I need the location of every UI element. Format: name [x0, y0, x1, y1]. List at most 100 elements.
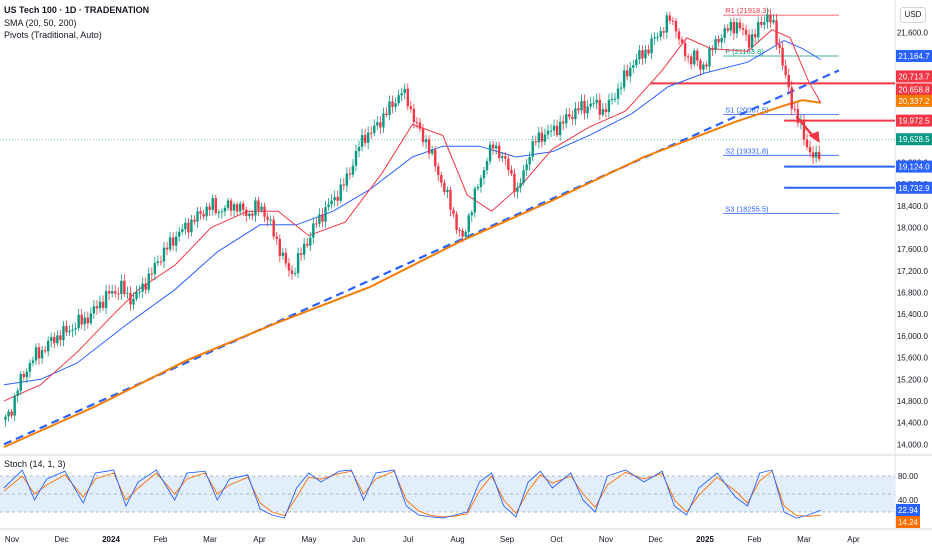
- candle-body: [793, 108, 797, 110]
- candle-body: [229, 200, 233, 211]
- candle-body: [232, 204, 236, 211]
- candle-body: [577, 108, 580, 111]
- stoch-legend[interactable]: Stoch (14, 1, 3): [4, 459, 66, 469]
- price-label: 20,337.2: [898, 97, 930, 106]
- candle-body: [37, 347, 41, 359]
- candle-body: [397, 95, 400, 104]
- candle-body: [28, 362, 32, 372]
- time-axis[interactable]: Nov Dec 2024 Feb Mar Apr May Jun Jul Aug Sep Oct Nov…: [5, 535, 860, 544]
- candle-body: [705, 64, 708, 67]
- candle-body: [610, 99, 614, 101]
- candle-body: [336, 196, 339, 201]
- candle-body: [156, 261, 160, 264]
- price-label-bg: [896, 83, 932, 96]
- candle-body: [680, 39, 684, 43]
- candle-body: [741, 28, 745, 30]
- candle-body: [485, 161, 489, 171]
- time-tick-label: Sep: [500, 535, 515, 544]
- stoch-tick-label: 80.00: [898, 472, 919, 481]
- candle-body: [339, 184, 342, 201]
- candle-body: [217, 212, 221, 214]
- candle-body: [470, 212, 473, 216]
- candle-body: [473, 188, 477, 213]
- candle-body: [92, 306, 96, 314]
- candle-body: [385, 113, 388, 115]
- candle-body: [95, 306, 99, 309]
- candle-body: [351, 165, 355, 175]
- pivot-label: S1 (20087.5): [725, 105, 769, 114]
- candle-body: [327, 204, 330, 208]
- price-tick-label: 18,400.0: [897, 202, 929, 211]
- candle-body: [632, 65, 635, 68]
- candle-body: [598, 99, 601, 115]
- candle-body: [129, 292, 132, 305]
- candle-body: [321, 214, 324, 222]
- time-tick-label: Dec: [54, 535, 68, 544]
- pivot-label: S3 (18255.5): [725, 205, 769, 214]
- candle-body: [787, 75, 790, 88]
- price-label: 21,164.7: [898, 52, 930, 61]
- candle-body: [135, 291, 138, 299]
- candle-body: [114, 291, 117, 294]
- candle-body: [10, 411, 13, 416]
- candle-body: [638, 50, 641, 60]
- pivots-legend[interactable]: Pivots (Traditional, Auto): [4, 30, 102, 40]
- candle-body: [699, 60, 702, 70]
- candle-body: [430, 149, 434, 154]
- down-arrow-head: [808, 131, 820, 143]
- candle-body: [220, 211, 224, 213]
- candle-body: [738, 22, 742, 29]
- time-tick-label: Jun: [352, 535, 365, 544]
- price-label: 19,972.5: [898, 117, 930, 126]
- stoch-value-bg: [896, 504, 920, 516]
- price-tick-label: 15,600.0: [897, 354, 929, 363]
- candle-body: [534, 141, 537, 143]
- candle-body: [528, 156, 531, 165]
- candle-body: [141, 283, 144, 292]
- candle-body: [644, 49, 647, 59]
- candle-body: [187, 222, 190, 233]
- candle-body: [59, 335, 62, 341]
- candle-body: [342, 184, 345, 186]
- candle-body: [650, 38, 653, 54]
- sma-legend[interactable]: SMA (20, 50, 200): [4, 18, 77, 28]
- price-pane[interactable]: R1 (21918.3)P (21163.8)S1 (20087.5)S2 (1…: [0, 6, 895, 448]
- time-tick-label: Oct: [550, 535, 563, 544]
- candle-body: [757, 21, 760, 38]
- candle-body: [476, 186, 480, 189]
- candle-body: [656, 36, 659, 38]
- candle-body: [543, 134, 547, 142]
- candle-body: [790, 87, 793, 109]
- candle-body: [302, 243, 306, 255]
- candle-body: [723, 28, 726, 38]
- candle-body: [242, 203, 245, 210]
- candle-body: [653, 37, 656, 39]
- price-tick-label: 21,600.0: [897, 28, 929, 37]
- candle-body: [409, 106, 413, 109]
- price-axis[interactable]: 21,600.021,200.020,800.020,400.020,000.0…: [896, 28, 932, 449]
- sma20-line: [3, 29, 822, 402]
- candle-body: [455, 213, 458, 230]
- candle-body: [65, 326, 68, 333]
- candle-body: [299, 253, 303, 255]
- candle-body: [726, 28, 729, 31]
- candle-body: [802, 121, 806, 140]
- candle-body: [674, 21, 678, 32]
- currency-button[interactable]: USD: [900, 7, 926, 23]
- price-tick-label: 16,400.0: [897, 310, 929, 319]
- candle-body: [22, 374, 26, 378]
- candle-body: [696, 50, 699, 61]
- candle-body: [491, 144, 495, 149]
- candle-body: [238, 203, 242, 212]
- candle-body: [144, 283, 147, 290]
- price-tick-label: 14,400.0: [897, 419, 929, 428]
- candle-body: [458, 229, 461, 231]
- candle-body: [199, 211, 202, 214]
- candle-body: [711, 48, 714, 50]
- candle-body: [71, 329, 74, 331]
- candle-body: [677, 31, 681, 40]
- candle-body: [117, 293, 120, 295]
- candle-body: [781, 47, 784, 66]
